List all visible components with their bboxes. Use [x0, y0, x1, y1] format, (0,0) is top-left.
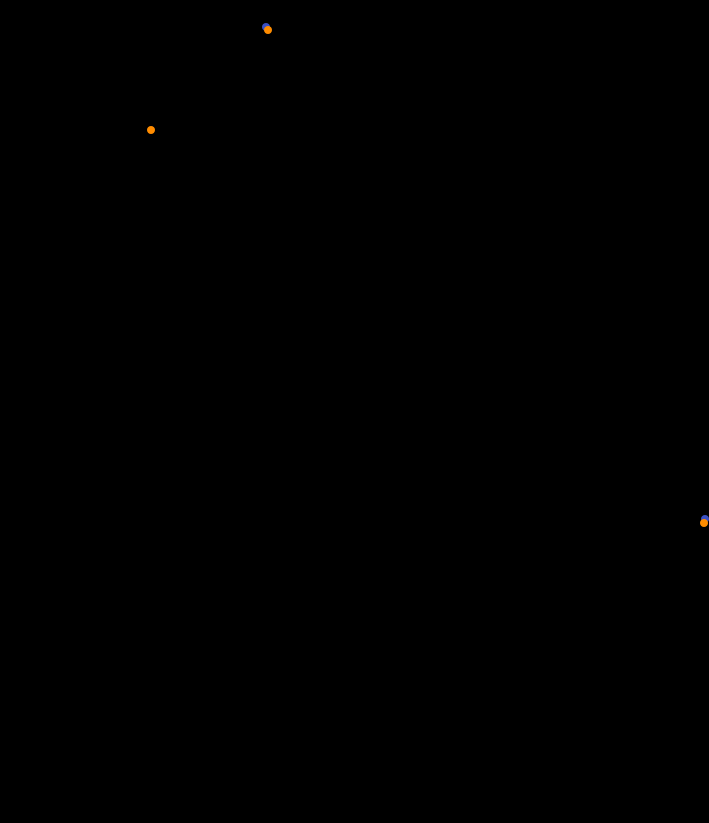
scatter-plot — [0, 0, 709, 823]
point-left — [147, 126, 155, 134]
point-right — [700, 519, 708, 527]
point-top — [264, 26, 272, 34]
